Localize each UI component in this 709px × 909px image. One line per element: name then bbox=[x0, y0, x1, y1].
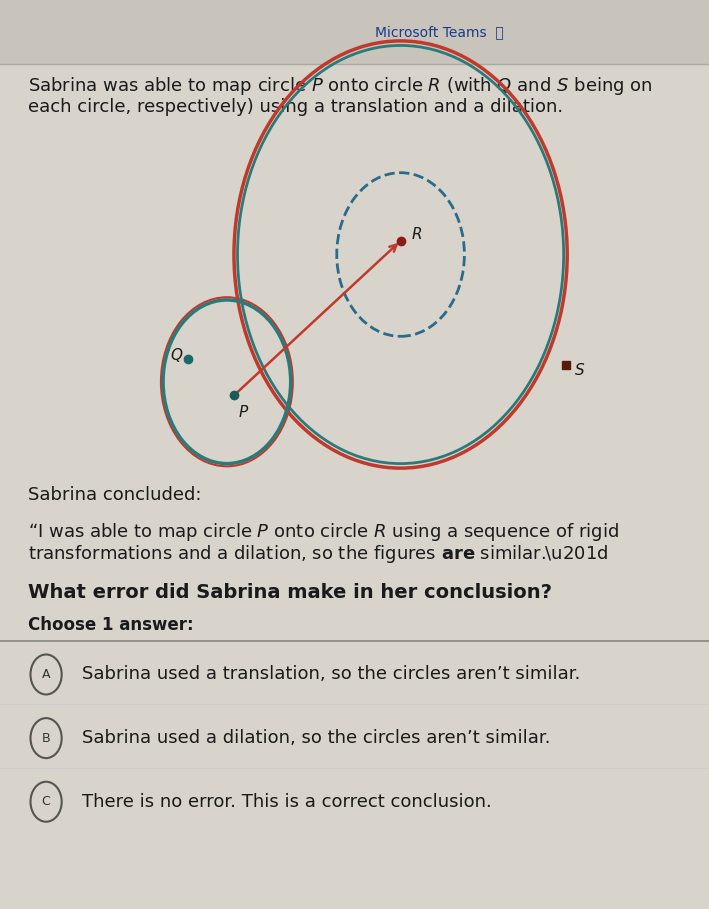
Text: $P$: $P$ bbox=[238, 404, 249, 420]
Text: Sabrina used a translation, so the circles aren’t similar.: Sabrina used a translation, so the circl… bbox=[82, 665, 580, 684]
Text: Choose 1 answer:: Choose 1 answer: bbox=[28, 616, 194, 634]
Text: “I was able to map circle $P$ onto circle $R$ using a sequence of rigid: “I was able to map circle $P$ onto circl… bbox=[28, 521, 620, 543]
Text: Microsoft Teams  ⧉: Microsoft Teams ⧉ bbox=[375, 25, 504, 39]
FancyBboxPatch shape bbox=[0, 0, 709, 64]
Text: What error did Sabrina make in her conclusion?: What error did Sabrina make in her concl… bbox=[28, 584, 552, 602]
Text: There is no error. This is a correct conclusion.: There is no error. This is a correct con… bbox=[82, 793, 491, 811]
Text: Sabrina used a dilation, so the circles aren’t similar.: Sabrina used a dilation, so the circles … bbox=[82, 729, 550, 747]
Text: B: B bbox=[42, 732, 50, 744]
Text: Sabrina was able to map circle $P$ onto circle $R$ (with $Q$ and $S$ being on: Sabrina was able to map circle $P$ onto … bbox=[28, 75, 653, 97]
Text: A: A bbox=[42, 668, 50, 681]
Text: Sabrina concluded:: Sabrina concluded: bbox=[28, 486, 202, 504]
Text: C: C bbox=[42, 795, 50, 808]
Text: $S$: $S$ bbox=[574, 362, 586, 378]
Text: $R$: $R$ bbox=[411, 225, 423, 242]
Text: each circle, respectively) using a translation and a dilation.: each circle, respectively) using a trans… bbox=[28, 98, 564, 116]
Text: $Q$: $Q$ bbox=[170, 345, 184, 364]
Text: transformations and a dilation, so the figures $\mathbf{are}$ similar.\u201d: transformations and a dilation, so the f… bbox=[28, 544, 609, 565]
